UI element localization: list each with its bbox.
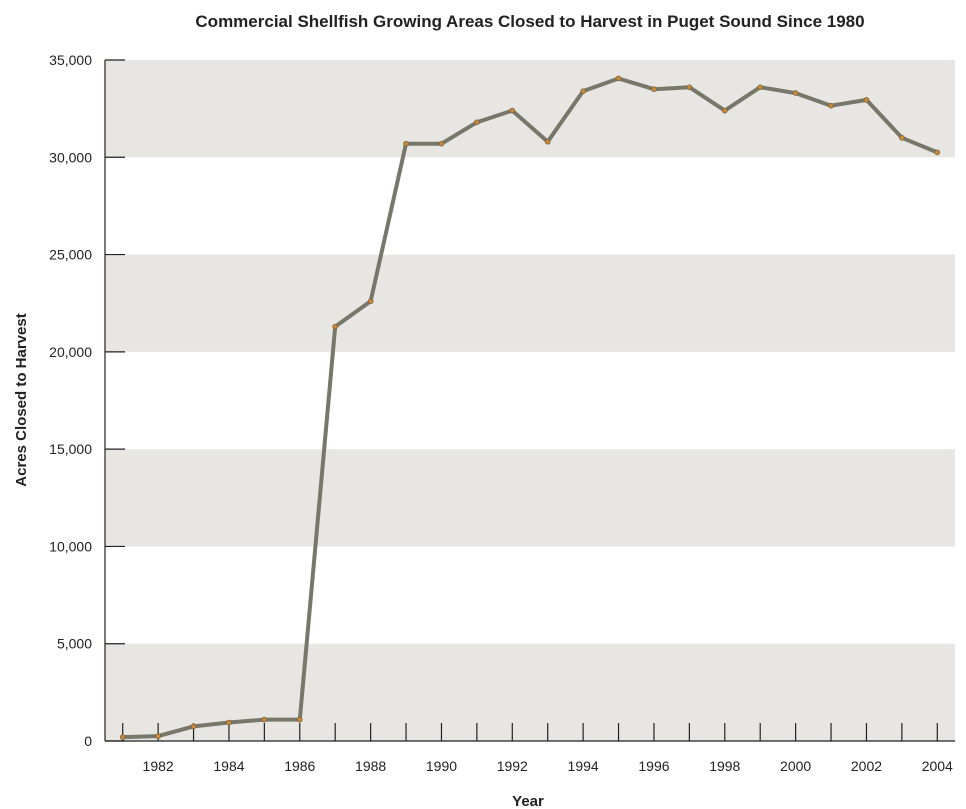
x-tick-label: 1994: [568, 758, 599, 774]
background-band: [105, 60, 955, 158]
x-tick-label: 1998: [709, 758, 740, 774]
data-point: [155, 733, 161, 739]
background-band: [105, 254, 955, 352]
data-point: [474, 119, 480, 126]
data-point: [509, 107, 516, 114]
x-tick-label: 1990: [426, 758, 457, 774]
y-axis-label: Acres Closed to Harvest: [13, 313, 30, 486]
series-group: [119, 75, 941, 740]
y-tick-label: 25,000: [49, 247, 92, 263]
chart-title: Commercial Shellfish Growing Areas Close…: [195, 12, 864, 31]
data-point: [792, 90, 799, 96]
data-point: [899, 135, 905, 141]
data-point: [651, 86, 657, 92]
data-point: [119, 734, 126, 740]
data-point: [261, 716, 268, 723]
y-tick-label: 20,000: [49, 344, 92, 360]
data-point: [332, 323, 339, 330]
data-point: [367, 298, 374, 305]
x-tick-label: 1992: [497, 758, 528, 774]
data-point: [615, 75, 622, 82]
y-tick-label: 15,000: [49, 441, 92, 457]
x-tick-label: 1984: [213, 758, 244, 774]
data-point: [296, 716, 303, 723]
data-point: [226, 719, 232, 726]
background-bands: [105, 60, 955, 741]
data-point: [580, 88, 586, 94]
x-axis-label: Year: [512, 793, 544, 809]
x-tick-label: 2004: [922, 758, 953, 774]
data-point: [757, 84, 764, 91]
data-point: [544, 138, 551, 145]
data-point: [403, 140, 409, 147]
y-tick-label: 30,000: [49, 149, 92, 165]
data-point: [721, 107, 728, 114]
x-tick-label: 1988: [355, 758, 386, 774]
series-line: [120, 76, 940, 740]
x-axis-ticks: 1982 1984 1986 1988 1990 1992 1994 1996 1998 2000…: [122, 723, 953, 774]
x-tick-label: 1986: [284, 758, 315, 774]
y-tick-label: 0: [84, 733, 92, 749]
x-tick-label: 1996: [638, 758, 669, 774]
data-point: [828, 102, 834, 109]
data-point: [686, 84, 693, 91]
x-tick-label: 1982: [143, 758, 174, 774]
data-point: [863, 97, 870, 103]
x-tick-label: 2000: [780, 758, 811, 774]
y-tick-label: 10,000: [49, 538, 92, 554]
y-axis-ticks: 0 5,000 10,000 15,000 20,000 25,000 30,000 35,0…: [49, 52, 125, 749]
data-point: [190, 723, 197, 730]
data-point: [934, 149, 941, 156]
y-tick-label: 35,000: [49, 52, 92, 68]
axes: [104, 60, 955, 742]
y-tick-label: 5,000: [57, 636, 92, 652]
x-tick-label: 2002: [851, 758, 882, 774]
background-band: [105, 449, 955, 547]
background-band: [105, 643, 955, 741]
data-point: [438, 140, 445, 147]
